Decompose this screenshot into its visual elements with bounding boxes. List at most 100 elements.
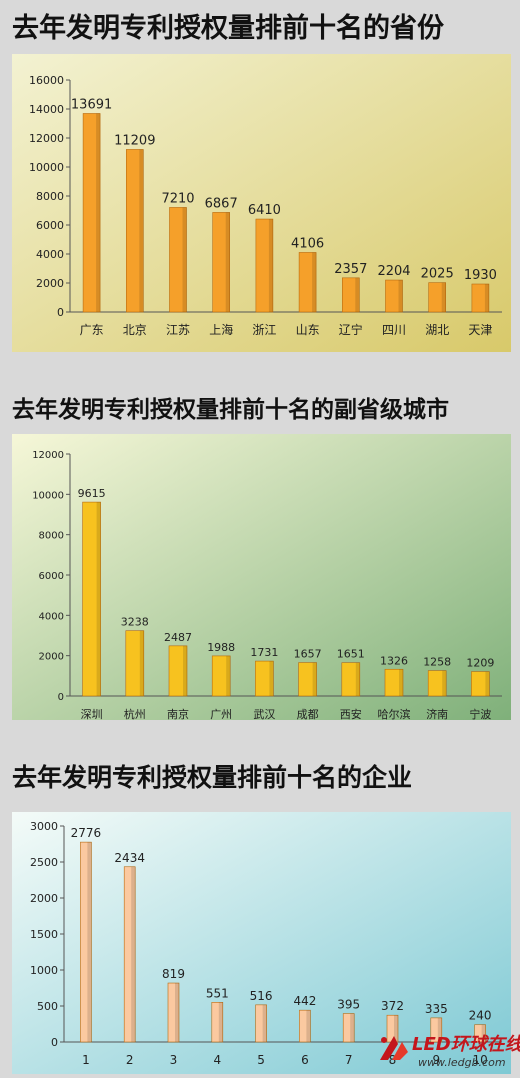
led-logo-icon (380, 1036, 408, 1060)
y-tick-label: 1000 (30, 964, 58, 977)
bar-shade (398, 280, 403, 312)
data-label: 2487 (164, 631, 192, 644)
bar (471, 671, 490, 697)
data-label: 7210 (161, 191, 194, 206)
y-tick-label: 10000 (32, 490, 64, 501)
data-label: 1326 (380, 654, 408, 667)
bar-shade (437, 1017, 442, 1042)
data-label: 1651 (337, 648, 365, 661)
data-label: 11209 (114, 133, 155, 148)
data-label: 3238 (121, 616, 149, 629)
category-label: 西安 (340, 707, 362, 720)
data-label: 1930 (464, 268, 497, 283)
data-label: 1657 (294, 648, 322, 661)
data-label: 442 (293, 994, 316, 1008)
y-tick-label: 12000 (32, 450, 64, 461)
bar-shade (442, 670, 447, 696)
y-tick-label: 0 (57, 306, 64, 319)
category-label: 四川 (382, 323, 406, 337)
bar (255, 1004, 267, 1043)
category-label: 广州 (210, 708, 232, 720)
y-tick-label: 2500 (30, 856, 58, 869)
chart-title-provinces: 去年发明专利授权量排前十名的省份 (12, 13, 444, 44)
bar (384, 668, 404, 697)
chart-title-companies: 去年发明专利授权量排前十名的企业 (12, 763, 413, 792)
chart-title-cities: 去年发明专利授权量排前十名的副省级城市 (12, 397, 449, 423)
logo-url: www.ledgb.com (418, 1056, 506, 1069)
bar (255, 660, 274, 697)
bar (471, 283, 490, 313)
category-label: 9 (432, 1053, 440, 1067)
bar-shade (269, 661, 274, 696)
bar (474, 1024, 486, 1043)
y-tick-label: 6000 (36, 219, 64, 232)
data-label: 240 (469, 1009, 492, 1023)
data-label: 2434 (114, 851, 145, 865)
category-label: 湖北 (425, 322, 449, 337)
bar-shade (399, 669, 403, 696)
category-label: 哈尔滨 (378, 707, 411, 720)
data-label: 1258 (423, 656, 451, 669)
bar (385, 279, 403, 313)
data-label: 551 (206, 986, 229, 1000)
bar-shade (312, 662, 317, 696)
bar-shade (218, 1002, 223, 1042)
bar (211, 1002, 224, 1043)
data-label: 2204 (377, 264, 410, 279)
bar-shade (350, 1013, 355, 1042)
bar (167, 982, 180, 1043)
bar-shade (441, 282, 446, 312)
y-tick-label: 500 (37, 1000, 58, 1013)
bar (212, 212, 230, 313)
category-label: 广东 (80, 323, 104, 337)
chart-cities: 0 2000 4000 6000 8000 10000 12000 9615 深圳 3238 杭州 2… (12, 434, 511, 720)
y-tick-label: 10000 (29, 161, 64, 174)
data-label: 2776 (71, 826, 102, 840)
y-tick-label: 0 (58, 692, 64, 703)
y-tick-label: 3000 (30, 820, 58, 833)
bar (168, 645, 188, 697)
y-tick-label: 2000 (30, 892, 58, 905)
data-label: 2357 (334, 262, 367, 277)
bar-shade (87, 842, 92, 1042)
y-tick-label: 0 (51, 1036, 58, 1049)
category-label: 深圳 (81, 708, 103, 720)
category-label: 2 (126, 1053, 134, 1067)
chart-section-cities: 去年发明专利授权量排前十名的副省级城市 0 2000 4000 6000 8000 100… (0, 360, 520, 720)
category-label: 7 (345, 1053, 353, 1067)
bar (428, 282, 447, 313)
bar-shade (183, 645, 187, 696)
y-tick-label: 2000 (39, 652, 64, 663)
bar (126, 149, 144, 313)
bar (299, 1009, 311, 1043)
chart-provinces: 0 2000 4000 6000 8000 10000 12000 14000 16000 136… (12, 54, 511, 352)
bar-shade (96, 113, 101, 312)
data-label: 1988 (207, 641, 235, 654)
bar (298, 252, 317, 313)
bar-shade (175, 983, 179, 1042)
category-label: 山东 (296, 323, 320, 337)
y-tick-label: 14000 (29, 103, 64, 116)
bar (211, 655, 231, 697)
category-label: 5 (257, 1053, 265, 1067)
logo-text: LED环球在线 (412, 1034, 520, 1055)
data-label: 1209 (466, 657, 494, 670)
bar-shade (485, 671, 490, 696)
data-label: 335 (425, 1002, 448, 1016)
bar-shade (96, 502, 101, 696)
bar-shade (394, 1015, 398, 1042)
y-tick-label: 2000 (36, 277, 64, 290)
data-label: 1731 (250, 646, 278, 659)
category-label: 江苏 (166, 323, 190, 337)
data-label: 516 (250, 989, 273, 1003)
bar-shade (355, 662, 360, 696)
category-label: 10 (472, 1053, 487, 1067)
bar-shade (355, 277, 360, 312)
y-tick-label: 8000 (39, 531, 64, 542)
y-tick-label: 16000 (29, 74, 64, 87)
data-label: 6410 (248, 203, 281, 218)
category-label: 天津 (468, 323, 492, 337)
category-label: 杭州 (124, 707, 146, 720)
category-label: 3 (170, 1053, 178, 1067)
y-tick-label: 12000 (29, 132, 64, 145)
